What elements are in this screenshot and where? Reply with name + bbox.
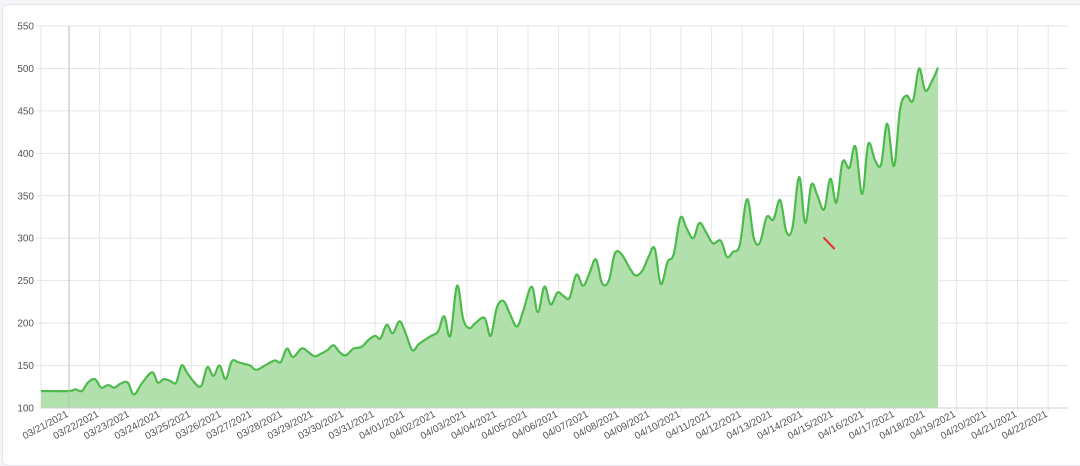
- y-tick-labels: 100 150 200 250 300 350 400 450 500 550: [17, 22, 34, 415]
- area-chart: 100 150 200 250 300 350 400 450 500 550 03/21/202…: [0, 0, 1080, 451]
- y-tick-label: 400: [17, 149, 34, 160]
- y-tick-label: 200: [17, 319, 34, 330]
- x-tick-labels: 03/21/202103/22/202103/23/202103/24/2021…: [21, 409, 1050, 442]
- y-tick-label: 550: [17, 22, 34, 33]
- y-tick-label: 300: [17, 234, 34, 245]
- y-tick-label: 350: [17, 191, 34, 202]
- y-tick-label: 250: [17, 276, 34, 287]
- y-tick-label: 150: [17, 361, 34, 372]
- y-tick-label: 100: [17, 404, 34, 415]
- y-tick-label: 450: [17, 106, 34, 117]
- y-tick-label: 500: [17, 64, 34, 75]
